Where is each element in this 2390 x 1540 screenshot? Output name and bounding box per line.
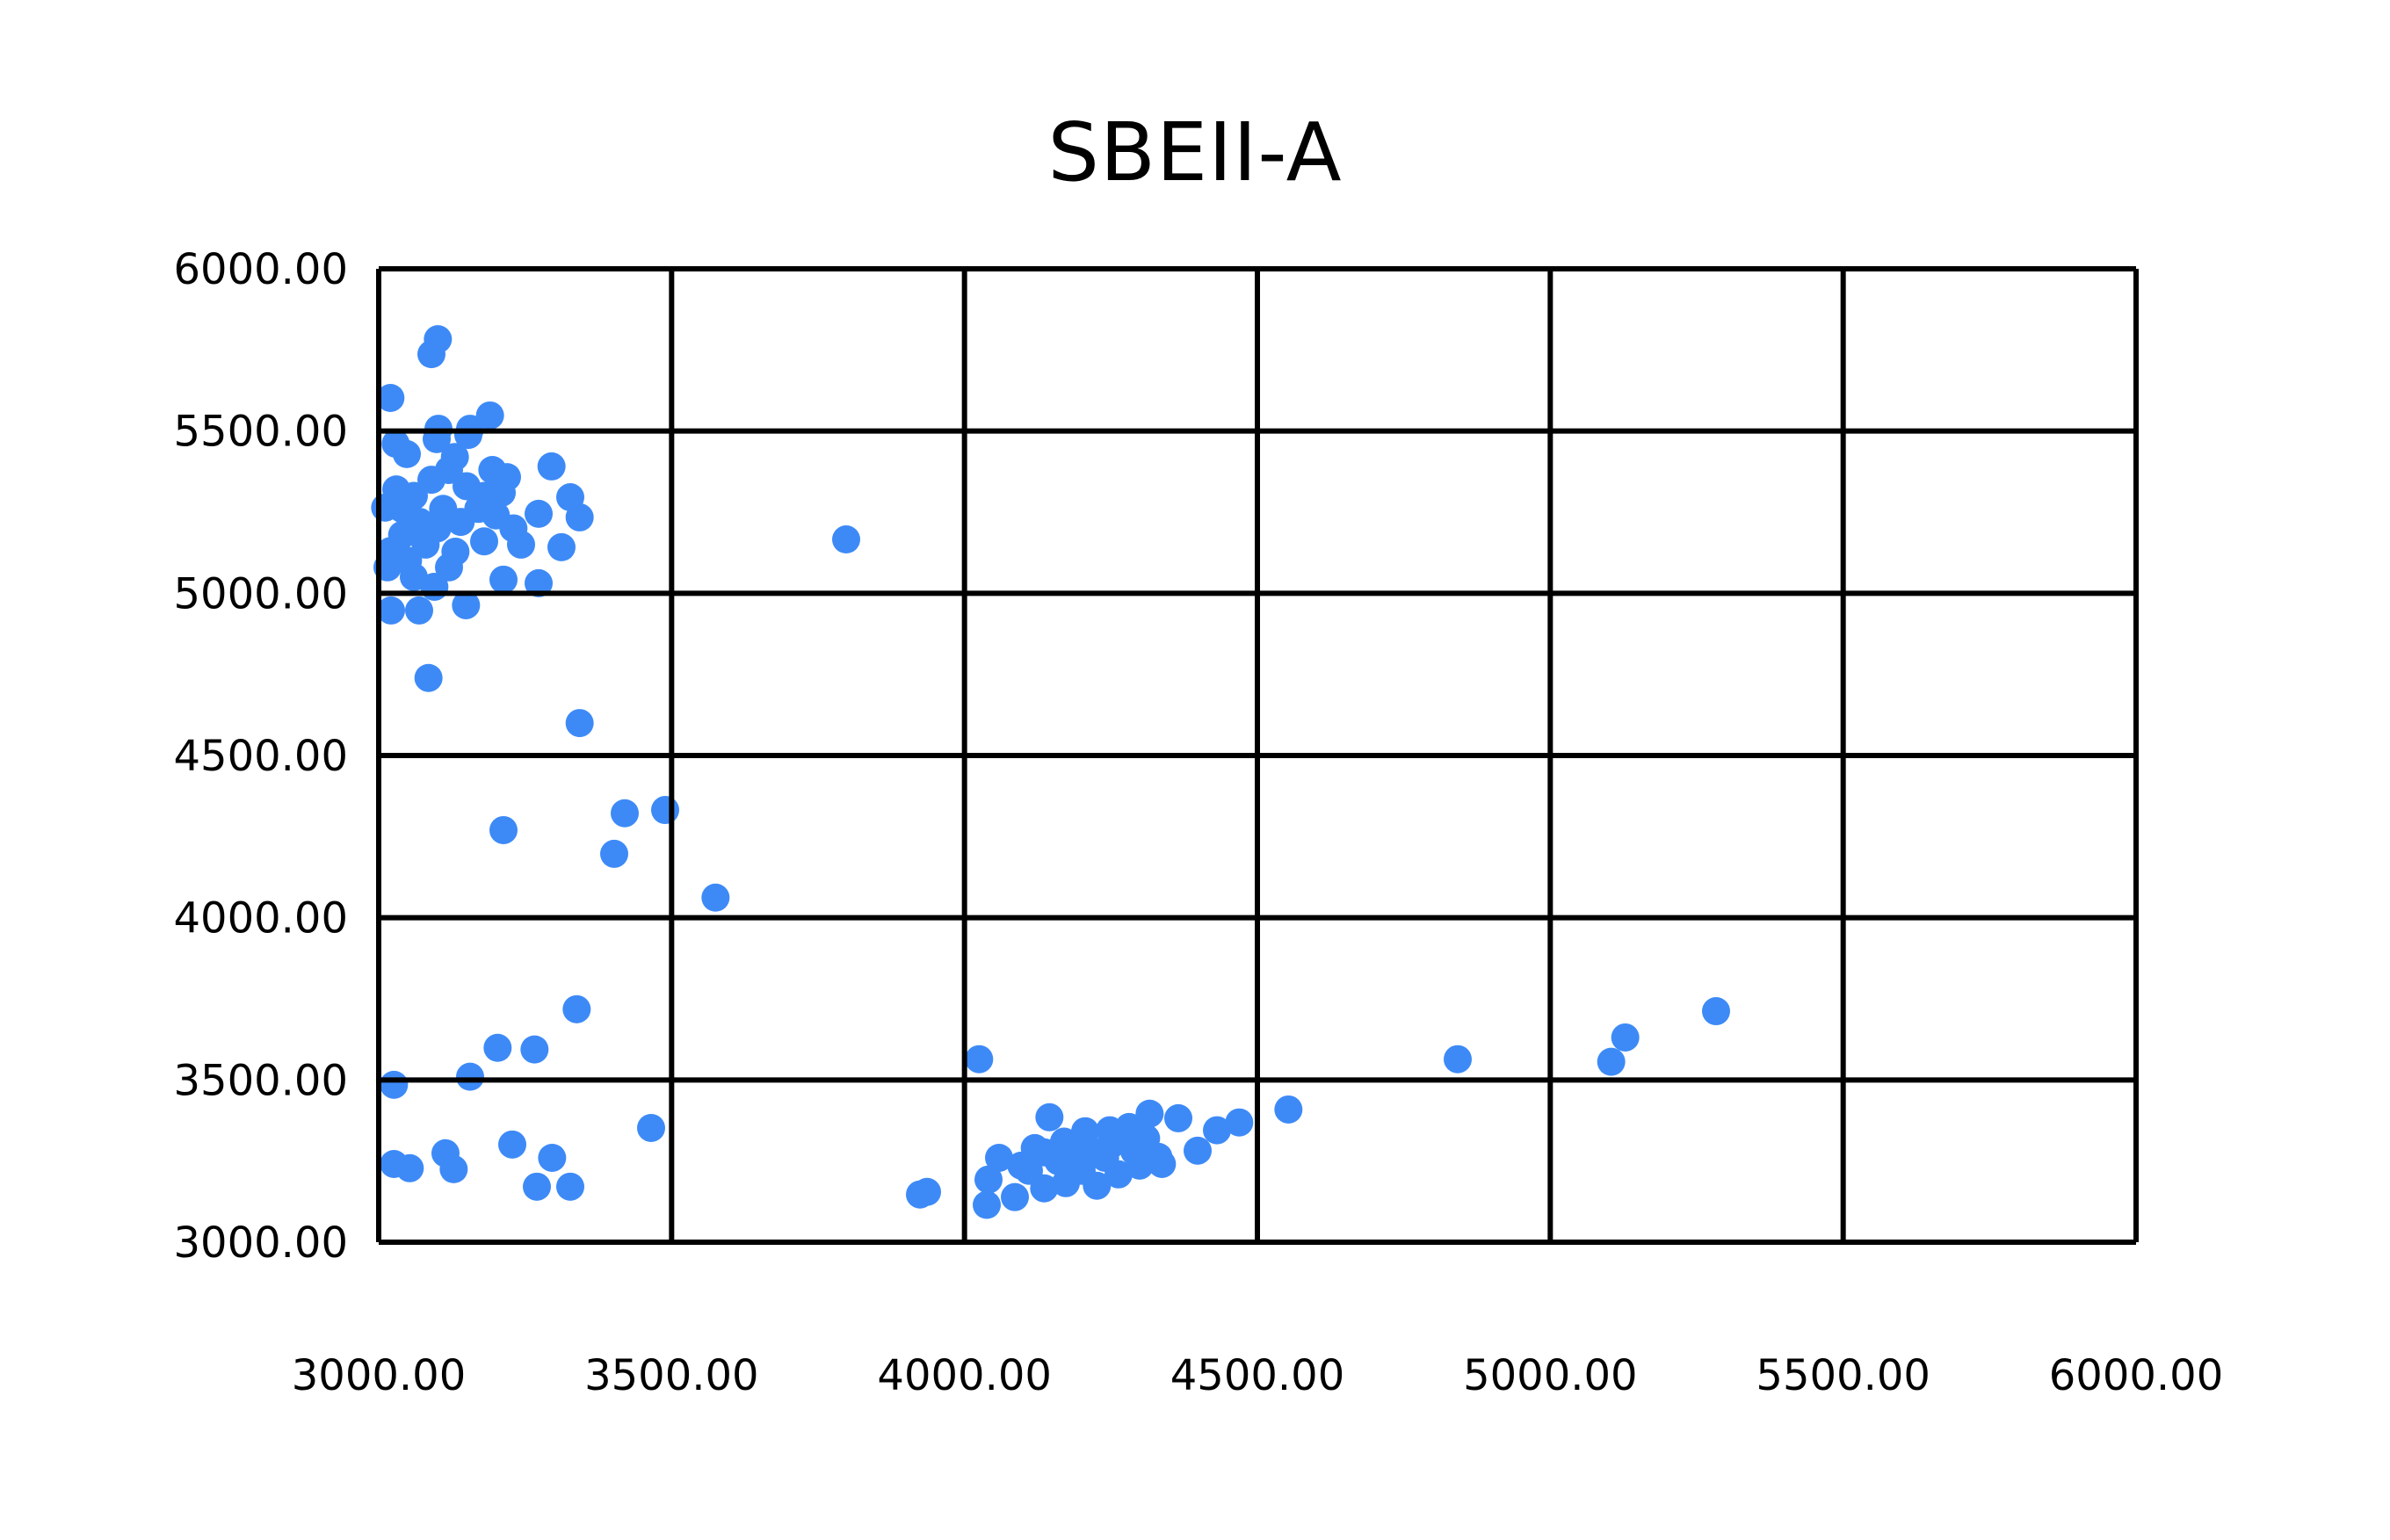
data-point (395, 1153, 424, 1182)
data-point (547, 532, 576, 561)
data-point (525, 568, 553, 597)
data-point (651, 796, 679, 825)
data-point (452, 590, 481, 619)
y-tick-label: 5000.00 (174, 569, 349, 618)
data-point (1120, 1137, 1148, 1166)
data-point (1148, 1149, 1177, 1178)
chart-title: SBEII-A (1047, 105, 1343, 199)
data-point (489, 565, 518, 594)
x-tick-label: 4000.00 (877, 1351, 1052, 1400)
data-point (1274, 1095, 1303, 1124)
data-point (380, 1070, 409, 1099)
data-point (1184, 1136, 1212, 1165)
data-point (423, 514, 452, 543)
y-axis-ticks: 3000.00 3500.00 4000.00 4500.00 5000.00 5500.… (174, 245, 349, 1268)
data-point (637, 1113, 665, 1142)
data-point (393, 439, 421, 468)
data-point (1135, 1099, 1164, 1128)
data-point (600, 839, 628, 868)
data-point (435, 553, 463, 582)
data-point (1225, 1108, 1254, 1137)
data-point (417, 340, 445, 369)
data-point (456, 1062, 484, 1091)
data-point (483, 1033, 512, 1062)
x-tick-label: 3000.00 (292, 1351, 467, 1400)
data-point (439, 1154, 468, 1183)
data-point (562, 994, 591, 1023)
data-point (985, 1143, 1013, 1172)
data-point (499, 514, 528, 543)
data-point (1001, 1182, 1029, 1211)
data-point (523, 1172, 551, 1201)
x-tick-label: 4500.00 (1170, 1351, 1345, 1400)
data-point (470, 527, 498, 556)
data-point (1068, 1156, 1096, 1185)
data-point (974, 1165, 1003, 1194)
y-tick-label: 3000.00 (174, 1218, 349, 1268)
data-point (1035, 1103, 1064, 1132)
data-point (701, 883, 730, 912)
data-point (498, 1130, 526, 1159)
data-point (538, 1143, 567, 1172)
x-tick-label: 5500.00 (1756, 1351, 1930, 1400)
data-point (525, 499, 553, 528)
data-point (556, 1172, 584, 1201)
data-point (973, 1190, 1001, 1219)
data-point (565, 709, 594, 738)
data-point (1050, 1127, 1078, 1156)
data-point (387, 495, 416, 524)
y-tick-label: 4000.00 (174, 894, 349, 944)
x-tick-label: 5000.00 (1463, 1351, 1638, 1400)
data-point (478, 455, 507, 484)
x-tick-label: 6000.00 (2049, 1351, 2224, 1400)
data-point (1164, 1103, 1192, 1132)
data-point (376, 383, 405, 412)
data-points (371, 325, 1730, 1219)
data-point (440, 443, 469, 472)
data-point (913, 1177, 941, 1206)
data-point (1444, 1045, 1472, 1074)
data-point (1611, 1023, 1640, 1052)
data-point (377, 596, 405, 625)
data-point (1702, 997, 1730, 1026)
y-tick-label: 6000.00 (174, 245, 349, 294)
data-point (1015, 1156, 1043, 1185)
data-point (1203, 1116, 1231, 1145)
data-point (537, 452, 566, 481)
data-point (611, 799, 639, 828)
y-tick-label: 5500.00 (174, 408, 349, 457)
data-point (1597, 1047, 1626, 1076)
data-point (489, 815, 518, 844)
data-point (454, 421, 482, 450)
data-point (414, 663, 443, 692)
data-point (1090, 1143, 1119, 1172)
data-point (475, 401, 504, 430)
data-point (965, 1045, 994, 1074)
data-point (832, 525, 860, 554)
data-point (565, 502, 594, 531)
data-point (520, 1035, 549, 1064)
data-point (1020, 1133, 1049, 1162)
data-point (488, 478, 516, 507)
data-point (405, 596, 433, 625)
grid-lines (376, 266, 2139, 1245)
y-tick-label: 3500.00 (174, 1056, 349, 1105)
x-tick-label: 3500.00 (584, 1351, 759, 1400)
x-axis-ticks: 3000.00 3500.00 4000.00 4500.00 5000.00 5500.… (292, 1351, 2224, 1400)
y-tick-label: 4500.00 (174, 732, 349, 781)
